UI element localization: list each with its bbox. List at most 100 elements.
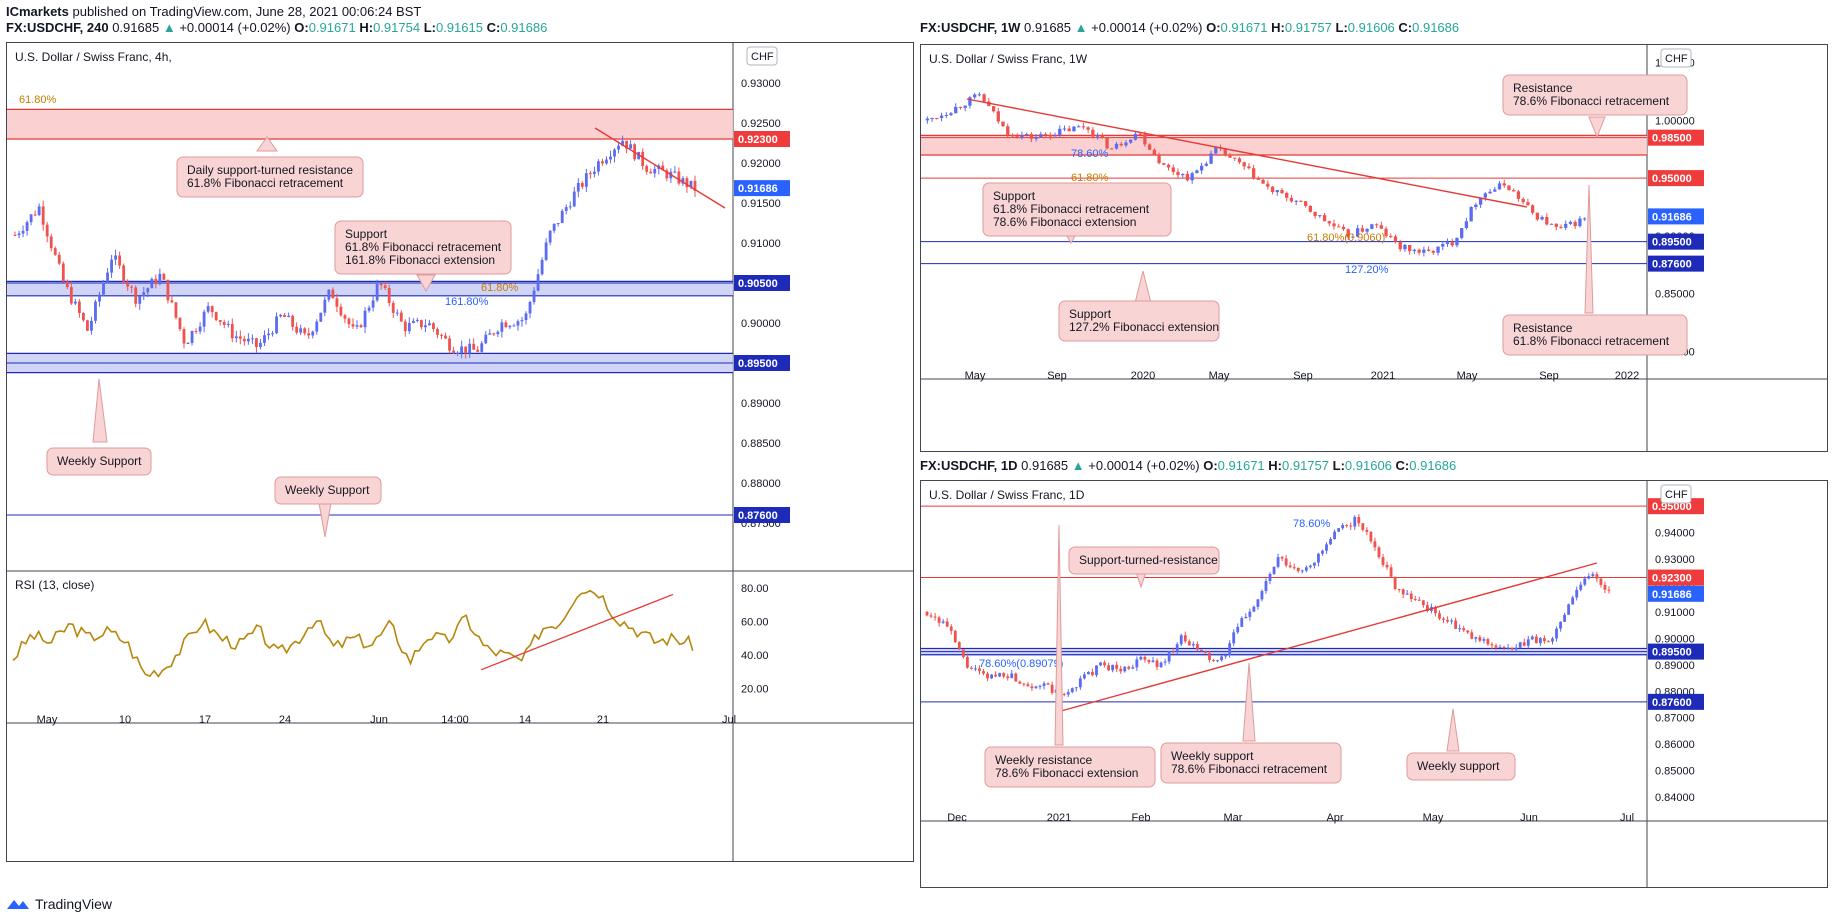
callout-box xyxy=(984,746,1156,788)
callout-text: Support xyxy=(345,227,388,241)
callout-box xyxy=(1058,300,1220,342)
candle-body xyxy=(1133,133,1138,140)
candle-body xyxy=(1587,576,1591,579)
candle-body xyxy=(1478,637,1482,641)
candle-body xyxy=(432,323,435,329)
price-tag xyxy=(1648,585,1704,602)
callout-text: Weekly Support xyxy=(57,454,142,468)
candle-body xyxy=(444,335,447,339)
candle-body xyxy=(214,312,218,321)
candle-body xyxy=(311,331,315,336)
candle-body xyxy=(978,668,981,672)
candle-body xyxy=(1571,597,1575,605)
chart-1d-panel[interactable]: 0.950000.940000.930000.920000.910000.900… xyxy=(920,480,1828,888)
candle-body xyxy=(1522,642,1526,646)
candle-body xyxy=(536,274,540,291)
candle-body xyxy=(1111,664,1115,671)
candle-body xyxy=(552,223,556,231)
candle-body xyxy=(568,206,572,208)
candle-body xyxy=(1190,173,1194,181)
callout-box xyxy=(274,476,382,505)
candle-body xyxy=(693,180,697,191)
chart-4h-svg[interactable]: 0.93000 0.92500 0.92000 0.91500 0.91000 0.905… xyxy=(7,43,913,861)
candle-body xyxy=(1341,525,1345,529)
candle-body xyxy=(86,320,89,331)
x-tick-label: 2021 xyxy=(1371,370,1395,382)
candle-body xyxy=(1143,656,1147,660)
candle-body xyxy=(1077,126,1081,128)
candle-body xyxy=(1266,183,1270,187)
candle-body xyxy=(1131,667,1135,669)
x-tick-label: 10 xyxy=(119,714,131,726)
left-close: 0.91686 xyxy=(500,20,548,35)
chart-1w-panel[interactable]: 1.050001.000000.950000.900000.850000.800… xyxy=(920,44,1828,452)
fib-label: 61.80%(0.9060) xyxy=(1307,232,1385,244)
candle-body xyxy=(1199,165,1204,171)
rsi-label: RSI (13, close) xyxy=(15,578,94,592)
candle-body xyxy=(1507,185,1511,191)
candle-body xyxy=(1373,541,1377,548)
callout: Support-turned-resistance xyxy=(1068,546,1220,589)
candle-body xyxy=(1568,221,1573,224)
candle-body xyxy=(609,156,612,160)
candle-body xyxy=(1317,553,1320,563)
candle-body xyxy=(1251,168,1256,179)
callout-text: 61.8% Fibonacci retracement xyxy=(345,240,502,254)
candle-body xyxy=(1157,154,1161,164)
x-tick-label: 21 xyxy=(597,714,609,726)
x-tick-label: Sep xyxy=(1047,370,1067,382)
candle-body xyxy=(1579,584,1583,590)
candle-body xyxy=(190,331,194,343)
y-tick-label: 0.88000 xyxy=(741,478,781,490)
candle-body xyxy=(1575,589,1579,598)
candle-body xyxy=(1162,163,1166,165)
candle-body xyxy=(1119,668,1123,672)
candle-body xyxy=(991,106,996,112)
candle-body xyxy=(1135,659,1139,668)
candle-body xyxy=(1426,249,1431,251)
y-tick-label: 0.94000 xyxy=(1655,528,1695,540)
candle-body xyxy=(1195,170,1199,174)
price-tag xyxy=(1648,170,1704,187)
candle-body xyxy=(1534,636,1538,644)
candle-body xyxy=(1318,215,1322,217)
x-tick-label: May xyxy=(1423,812,1444,824)
candle-body xyxy=(1115,664,1119,669)
candle-body xyxy=(391,302,395,313)
x-tick-label: Feb xyxy=(1132,812,1151,824)
y-tick-label: 0.90000 xyxy=(1655,633,1695,645)
candle-body xyxy=(367,307,371,311)
chart-1d-svg[interactable]: 0.950000.940000.930000.920000.910000.900… xyxy=(921,481,1827,887)
candle-body xyxy=(1488,191,1492,194)
chart-1w-svg[interactable]: 1.050001.000000.950000.900000.850000.800… xyxy=(921,45,1827,451)
y-tick-label: 0.89000 xyxy=(741,398,781,410)
candle-body xyxy=(601,161,604,164)
candle-body xyxy=(1385,564,1389,568)
candle-body xyxy=(1070,688,1074,693)
candle-body xyxy=(379,284,383,286)
candle-body xyxy=(621,140,624,146)
candle-body xyxy=(1421,600,1425,606)
candle-body xyxy=(436,328,439,335)
chart-4h-panel[interactable]: 0.93000 0.92500 0.92000 0.91500 0.91000 0.905… xyxy=(6,42,914,862)
candle-body xyxy=(1143,134,1147,145)
candle-body xyxy=(1389,567,1393,577)
candle-body xyxy=(263,335,266,343)
candle-body xyxy=(182,329,186,344)
candle-body xyxy=(363,310,367,328)
up-arrow-icon: ▲ xyxy=(162,20,176,35)
candle-body xyxy=(1322,215,1327,222)
y-tick-label: 0.93000 xyxy=(1655,554,1695,566)
candle-body xyxy=(1195,644,1199,650)
candle-body xyxy=(424,325,427,328)
candle-body xyxy=(1551,638,1554,642)
y-tick-label: 1.00000 xyxy=(1655,115,1695,127)
candle-body xyxy=(520,319,524,322)
candle-body xyxy=(1147,659,1151,663)
candle-body xyxy=(1261,179,1265,184)
tradingview-footer[interactable]: TradingView xyxy=(6,896,112,912)
candle-body xyxy=(1547,641,1550,643)
